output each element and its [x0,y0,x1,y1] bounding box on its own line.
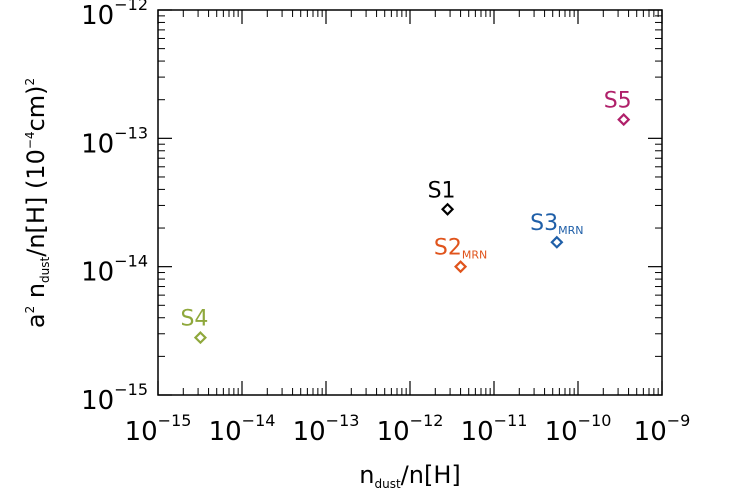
data-point-s2 [454,260,468,274]
data-points [193,113,631,345]
y-tick-label: 10−15 [81,380,148,416]
y-tick-label: 10−13 [81,123,148,159]
data-point-s5 [617,113,631,127]
data-point-s4 [193,331,207,345]
x-tick-label: 10−12 [377,411,444,447]
x-tick-label: 10−14 [209,411,276,447]
x-tick-label: 10−9 [634,411,691,447]
data-point-s1 [441,202,455,216]
data-label-s5: S5 [604,89,632,114]
tick-labels: 10−15 10−14 10−13 10−12 10−11 10−10 10−9 10−15 1… [81,0,690,447]
plot-frame [157,9,663,396]
x-tick-label: 10−11 [461,411,528,447]
x-tick-label: 10−13 [293,411,360,447]
data-point-s3 [550,235,564,249]
data-label-s3: S3MRN [530,211,583,237]
point-labels: S1 S2MRN S3MRN S4 S5 [180,89,631,332]
data-label-s2: S2MRN [434,236,487,262]
x-axis-title: ndust/n[H] [359,461,460,491]
data-label-s4: S4 [180,307,208,332]
axis-ticks [157,9,663,396]
data-label-s1: S1 [428,178,456,203]
y-tick-label: 10−14 [81,252,148,288]
x-tick-label: 10−10 [545,411,612,447]
y-axis-title: a2 ndust/n[H] (10−4cm)2 [22,78,52,328]
y-tick-label: 10−12 [81,0,148,31]
x-tick-label: 10−15 [125,411,192,447]
